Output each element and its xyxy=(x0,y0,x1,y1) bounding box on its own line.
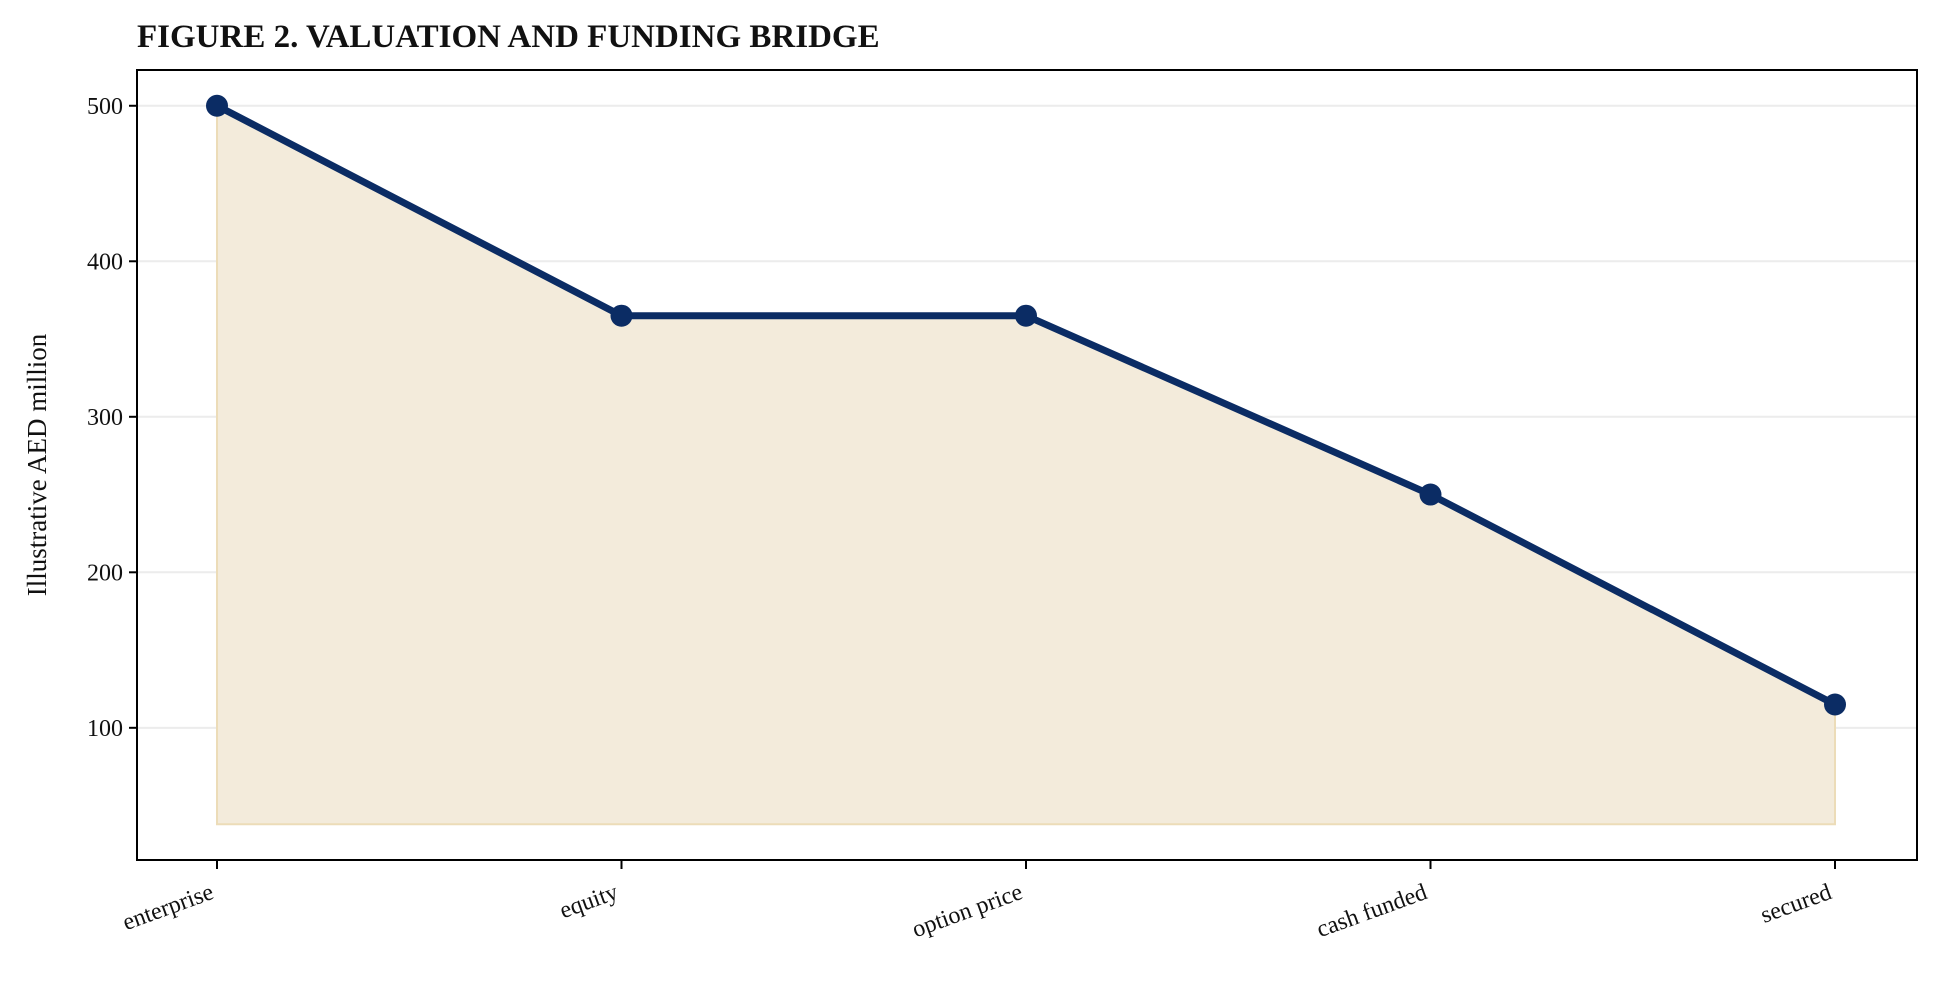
x-tick-label-1: equity xyxy=(556,879,621,924)
x-tick-label-3: cash funded xyxy=(1313,879,1430,943)
data-point-secured xyxy=(1824,693,1846,716)
y-tick-label-1: 200 xyxy=(87,560,123,586)
x-tick-label-2: option price xyxy=(909,879,1026,943)
data-point-cash-funded xyxy=(1419,483,1442,506)
data-point-equity xyxy=(610,304,633,327)
area-fill xyxy=(216,104,1836,826)
area-fill-layer xyxy=(216,104,1836,826)
data-point-option-price xyxy=(1015,304,1037,327)
chart-title: FIGURE 2. VALUATION AND FUNDING BRIDGE xyxy=(137,19,880,55)
y-axis-label: Illustrative AED million xyxy=(22,333,52,596)
y-tick-label-0: 100 xyxy=(87,716,123,742)
y-tick-label-3: 400 xyxy=(87,249,123,275)
x-tick-label-4: secured xyxy=(1757,879,1835,929)
y-axis-ticks: 100 200 300 400 500 xyxy=(87,94,137,742)
x-tick-label-0: enterprise xyxy=(119,879,217,936)
y-tick-label-2: 300 xyxy=(87,405,123,431)
data-point-enterprise xyxy=(206,94,228,117)
x-axis-ticks: enterprise equity option price cash funded s… xyxy=(119,860,1836,943)
data-points xyxy=(206,94,1846,716)
y-tick-label-4: 500 xyxy=(87,94,123,120)
